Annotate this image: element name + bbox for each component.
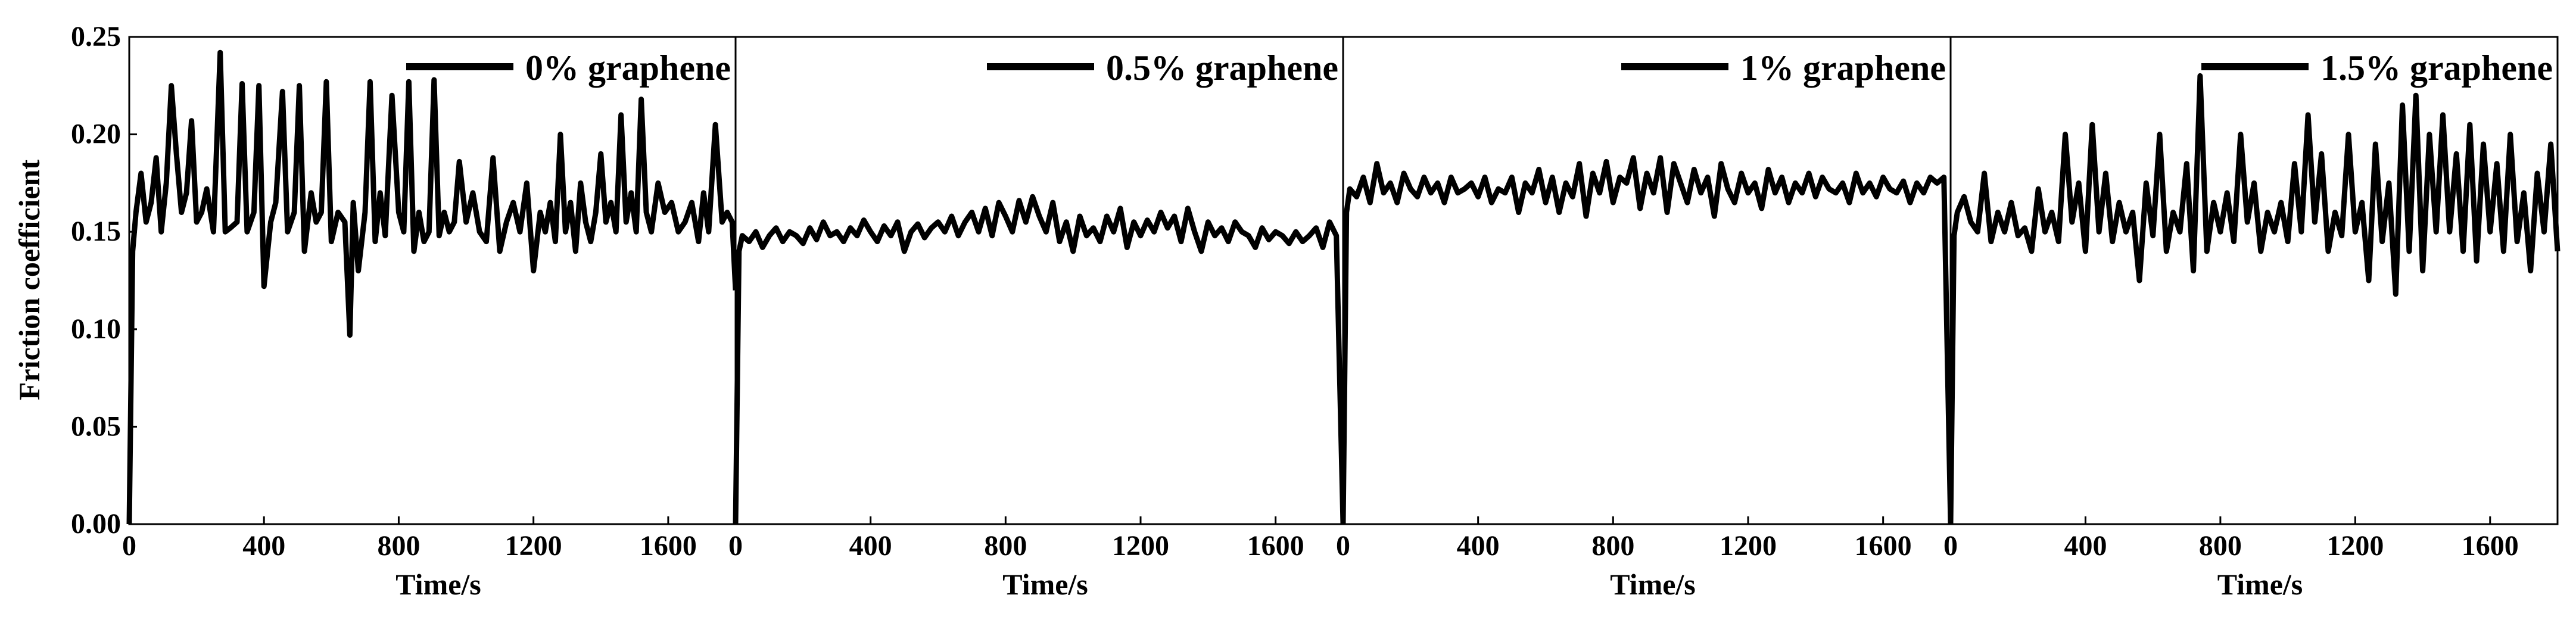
x-tick-label: 1200	[505, 530, 562, 562]
panels: 0 400 800 1200 1600 Time/s 0% graphene 0 400 800 1…	[122, 36, 2561, 601]
plot-frame	[734, 36, 1344, 525]
y-tick-label: 0.05	[71, 410, 121, 442]
legend-label: 0% graphene	[525, 48, 731, 88]
x-tick-label: 400	[849, 530, 892, 562]
legend-label: 1.5% graphene	[2320, 48, 2553, 88]
x-tick-label: 0	[728, 530, 743, 562]
x-tick-label: 800	[984, 530, 1027, 562]
x-tick-label: 0	[1943, 530, 1958, 562]
x-tick-label: 1600	[1247, 530, 1304, 562]
x-tick-label: 0	[122, 530, 136, 562]
x-axis-label: Time/s	[1002, 568, 1088, 601]
x-tick-label: 1600	[640, 530, 697, 562]
x-tick-label: 400	[242, 530, 285, 562]
y-tick-label: 0.20	[71, 119, 121, 150]
plot-frame	[1342, 36, 1952, 525]
legend-label: 1% graphene	[1740, 48, 1946, 88]
chart-panel: 0 400 800 1200 1600 Time/s 0.5% graphene	[728, 36, 1346, 601]
x-tick-label: 1600	[1855, 530, 1912, 562]
chart-panel: 0 400 800 1200 1600 Time/s 0% graphene	[122, 36, 739, 601]
y-tick-label: 0.00	[71, 508, 121, 540]
x-tick-label: 1200	[1112, 530, 1169, 562]
y-tick-label: 0.10	[71, 313, 121, 345]
y-tick-label: 0.15	[71, 216, 121, 247]
x-tick-label: 400	[1457, 530, 1500, 562]
x-axis-label: Time/s	[395, 568, 481, 601]
x-tick-label: 0	[1336, 530, 1350, 562]
friction-series-line	[1340, 155, 1954, 525]
x-tick-label: 1200	[1720, 530, 1777, 562]
x-axis-label: Time/s	[2217, 568, 2303, 601]
y-axis-label: Friction coefficient	[13, 160, 46, 400]
x-tick-label: 800	[377, 530, 420, 562]
x-tick-label: 1600	[2462, 530, 2519, 562]
x-tick-label: 1200	[2326, 530, 2384, 562]
friction-series-line	[733, 194, 1346, 525]
y-axis: 0.00 0.05 0.10 0.15 0.20 0.25	[71, 21, 137, 540]
plot-frame	[1949, 36, 2559, 525]
x-tick-label: 800	[2199, 530, 2242, 562]
y-tick-label: 0.25	[71, 21, 121, 52]
x-tick-label: 400	[2064, 530, 2107, 562]
friction-series-line	[126, 49, 739, 525]
chart-panel: 0 400 800 1200 1600 Time/s 1% graphene	[1336, 36, 1954, 601]
friction-series-line	[1948, 73, 2561, 525]
legend-label: 0.5% graphene	[1106, 48, 1338, 88]
x-axis-label: Time/s	[1610, 568, 1696, 601]
x-tick-label: 800	[1591, 530, 1634, 562]
chart-panel: 0 400 800 1200 1600 Time/s 1.5% graphene	[1943, 36, 2561, 601]
